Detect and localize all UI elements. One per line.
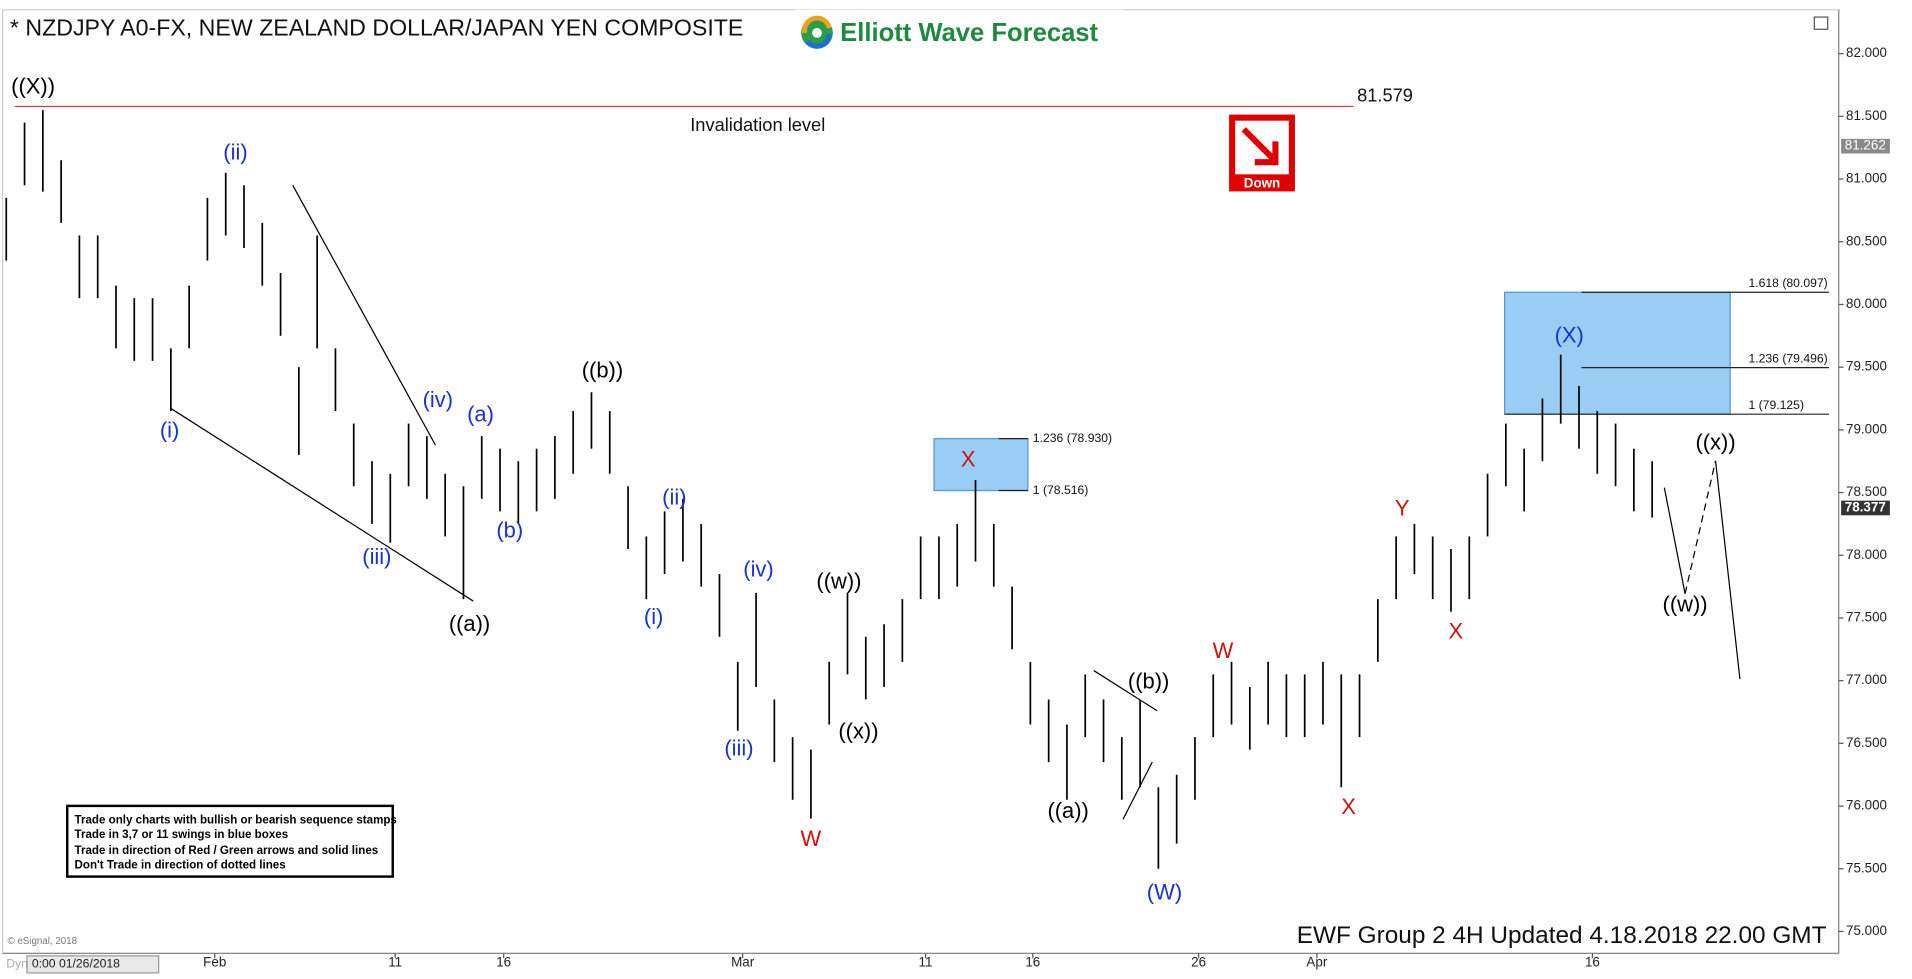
wave-label: (i) <box>160 417 180 442</box>
fib-label: 1.236 (78.930) <box>1033 431 1112 445</box>
y-tick-label: 80.000 <box>1846 296 1887 311</box>
logo-bg <box>795 9 1125 54</box>
note: Trade in direction of Red / Green arrows… <box>75 845 379 857</box>
fib-box <box>933 438 1029 492</box>
cursor-box <box>26 955 160 974</box>
fib-box <box>1504 291 1731 415</box>
wave-label: (b) <box>496 517 523 542</box>
price-tag <box>1841 500 1890 516</box>
x-tick-label: Mar <box>731 955 755 970</box>
x-tick-label: 16 <box>1025 955 1040 970</box>
trend-line <box>292 185 436 446</box>
wave-label: (i) <box>644 604 664 629</box>
logo-text: Elliott Wave Forecast <box>840 19 1098 47</box>
wave-label: (ii) <box>223 139 247 164</box>
wave-label: ((a)) <box>1047 798 1088 823</box>
y-tick-label: 75.000 <box>1846 923 1887 938</box>
footer: EWF Group 2 4H Updated 4.18.2018 22.00 G… <box>1297 922 1827 949</box>
wave-label: ((b)) <box>582 358 623 383</box>
y-tick-label: 78.000 <box>1846 547 1887 562</box>
wave-label: ((x)) <box>838 719 878 744</box>
wave-label: ((w)) <box>816 569 861 594</box>
fib-label: 1.236 (79.496) <box>1748 351 1827 365</box>
note: Trade in 3,7 or 11 swings in blue boxes <box>75 829 289 841</box>
projection-line <box>1714 460 1741 680</box>
wave-label: (a) <box>467 402 494 427</box>
y-tick-label: 80.500 <box>1846 233 1887 248</box>
wave-label: (iii) <box>362 544 391 569</box>
y-tick-label: 79.500 <box>1846 359 1887 374</box>
cursor-time: 0:00 01/26/2018 <box>32 957 120 971</box>
invalidation-label: Invalidation level <box>690 114 825 135</box>
x-tick-label: 11 <box>919 955 933 970</box>
x-tick-label: 26 <box>1191 955 1206 970</box>
x-tick-label: 16 <box>496 955 511 970</box>
notes-box: Trade only charts with bullish or bearis… <box>66 804 397 878</box>
price-tag-label: 81.262 <box>1845 138 1886 153</box>
fib-label: 1.618 (80.097) <box>1748 276 1827 290</box>
y-tick-label: 76.500 <box>1846 735 1887 750</box>
note: Don't Trade in direction of dotted lines <box>75 860 286 872</box>
x-tick-label: Apr <box>1306 955 1327 970</box>
y-tick-label: 78.500 <box>1846 484 1887 499</box>
wave-label: ((w)) <box>1663 592 1708 617</box>
wave-label: (iv) <box>423 387 453 412</box>
y-tick-label: 76.000 <box>1846 798 1887 813</box>
bars-layer <box>5 110 1654 869</box>
y-tick-label: 81.000 <box>1846 171 1887 186</box>
wave-label: ((b)) <box>1128 669 1169 694</box>
y-tick-label: 77.500 <box>1846 609 1887 624</box>
x-tick-label: 11 <box>388 955 402 970</box>
y-tick-label: 81.500 <box>1846 108 1887 123</box>
chart-title: * NZDJPY A0-FX, NEW ZEALAND DOLLAR/JAPAN… <box>10 14 743 40</box>
wave-label: (iv) <box>743 556 773 581</box>
wave-lines <box>170 185 1741 820</box>
fib-label: 1 (79.125) <box>1748 398 1804 412</box>
trend-line <box>170 407 474 602</box>
fib-label: 1 (78.516) <box>1033 483 1089 497</box>
copyright: © eSignal, 2018 <box>7 936 77 947</box>
wave-label: (iii) <box>724 736 753 761</box>
invalidation-value: 81.579 <box>1357 85 1413 106</box>
y-tick-label: 82.000 <box>1846 45 1887 60</box>
wave-label: ((a)) <box>449 611 490 636</box>
note: Trade only charts with bullish or bearis… <box>75 815 397 827</box>
wave-label: X <box>1341 794 1356 819</box>
logo-icon <box>801 15 833 49</box>
x-tick-label: 16 <box>1585 955 1600 970</box>
price-tag <box>1841 138 1890 154</box>
projection-dashed <box>1684 460 1717 594</box>
trend-line <box>1093 670 1158 712</box>
wave-label: X <box>961 447 976 472</box>
projection-line <box>1663 487 1686 594</box>
x-tick-label: Feb <box>203 955 226 970</box>
price-tag-label: 78.377 <box>1845 500 1886 515</box>
wave-label: Y <box>1395 495 1410 520</box>
cursor-label: Dyn <box>6 957 28 971</box>
y-tick-label: 77.000 <box>1846 672 1887 687</box>
wave-label: X <box>1449 619 1464 644</box>
wave-label: (X) <box>1555 322 1584 347</box>
y-tick-label: 75.500 <box>1846 860 1887 875</box>
wave-label: W <box>1213 638 1234 663</box>
wave-label: ((x)) <box>1695 430 1735 455</box>
text-layer: ((X)) (i) (ii) (iii) (iv) ((a)) (a) (b) ((b)) (i)… <box>11 74 1735 905</box>
down-signal: Down <box>1229 114 1295 192</box>
wave-label: W <box>801 826 822 851</box>
y-tick-label: 79.000 <box>1846 421 1887 436</box>
wave-label: (ii) <box>662 484 686 509</box>
fib-layer: 1.236 (78.930) 1 (78.516) 1.618 (80.097) 1.… <box>933 276 1829 497</box>
window-button[interactable] <box>1813 16 1829 30</box>
signal-label: Down <box>1244 176 1280 191</box>
wave-label: ((X)) <box>11 74 55 99</box>
wave-label: (W) <box>1147 879 1182 904</box>
trend-line <box>1122 761 1153 820</box>
